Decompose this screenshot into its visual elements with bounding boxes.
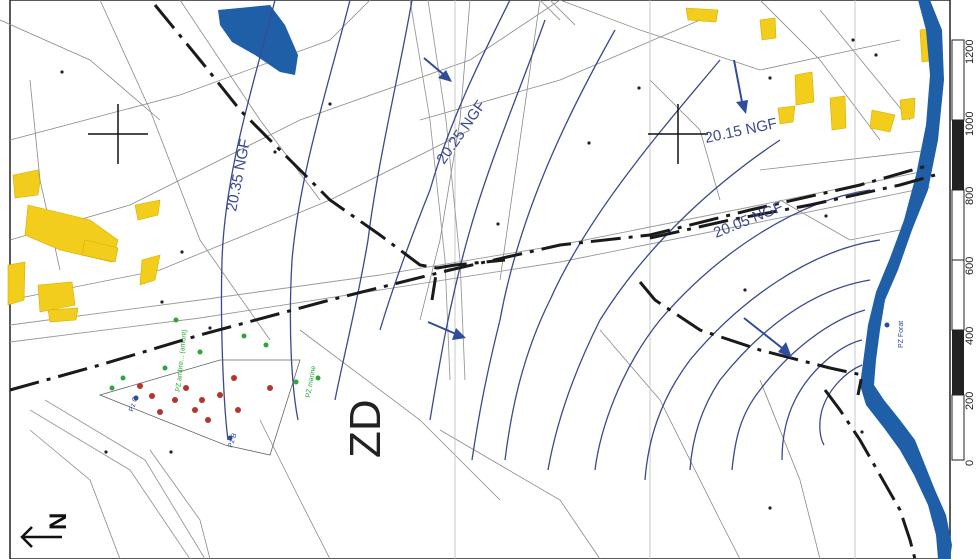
blue-points <box>133 322 890 441</box>
pond <box>218 5 298 75</box>
crosshair-markers <box>88 104 708 164</box>
boundary-lines <box>9 4 936 559</box>
map-frame <box>9 0 951 559</box>
scale-tick-200: 200 <box>964 392 976 410</box>
scale-bar <box>951 39 965 461</box>
north-arrow: N <box>20 513 72 548</box>
flow-arrow-4 <box>743 317 792 358</box>
flow-arrow-3 <box>427 321 466 340</box>
flow-arrow-1 <box>423 57 452 82</box>
buildings <box>7 7 936 323</box>
scale-tick-400: 400 <box>964 327 976 345</box>
well-label-pz-b: Pz B <box>227 432 238 449</box>
north-arrow-letter: N <box>45 513 72 530</box>
parcel-numbers <box>60 38 878 510</box>
red-points <box>137 375 273 423</box>
scale-tick-0: 0 <box>964 460 976 466</box>
well-label-pz-forat: PZ Forat <box>898 321 905 348</box>
contour-lines <box>220 0 881 481</box>
scale-tick-800: 800 <box>964 187 976 205</box>
green-points <box>109 317 321 391</box>
well-label-pz-c: Pz C <box>128 396 139 413</box>
parcel-lines <box>0 0 931 559</box>
site-polygon <box>98 359 301 456</box>
scale-tick-1000: 1000 <box>964 112 976 136</box>
coordinate-grid <box>454 0 856 559</box>
flow-arrow-2 <box>733 59 748 114</box>
flow-arrows <box>423 57 792 358</box>
scale-tick-600: 600 <box>964 257 976 275</box>
scale-tick-1200: 1200 <box>964 40 976 64</box>
river <box>860 0 952 559</box>
zone-label: ZD <box>341 399 390 458</box>
